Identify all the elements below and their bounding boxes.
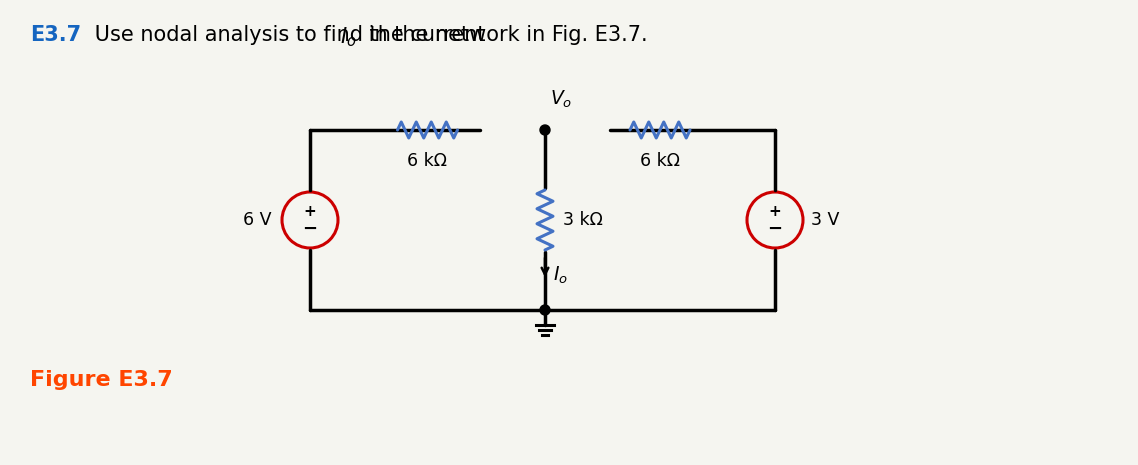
Text: $I_o$: $I_o$ [340,25,356,49]
Text: 6 V: 6 V [244,211,272,229]
Text: +: + [768,204,782,219]
Text: +: + [304,204,316,219]
Circle shape [541,305,550,315]
Text: 3 V: 3 V [811,211,840,229]
Text: E3.7: E3.7 [30,25,81,45]
Text: −: − [303,220,318,238]
Text: 3 kΩ: 3 kΩ [563,211,603,229]
Circle shape [541,125,550,135]
Text: 6 kΩ: 6 kΩ [407,152,447,170]
Text: $I_o$: $I_o$ [553,264,568,286]
Text: Use nodal analysis to find the current: Use nodal analysis to find the current [88,25,492,45]
Text: −: − [767,220,783,238]
Text: in the network in Fig. E3.7.: in the network in Fig. E3.7. [362,25,648,45]
Text: 6 kΩ: 6 kΩ [640,152,681,170]
Text: $V_o$: $V_o$ [550,89,572,110]
Text: Figure E3.7: Figure E3.7 [30,370,173,390]
